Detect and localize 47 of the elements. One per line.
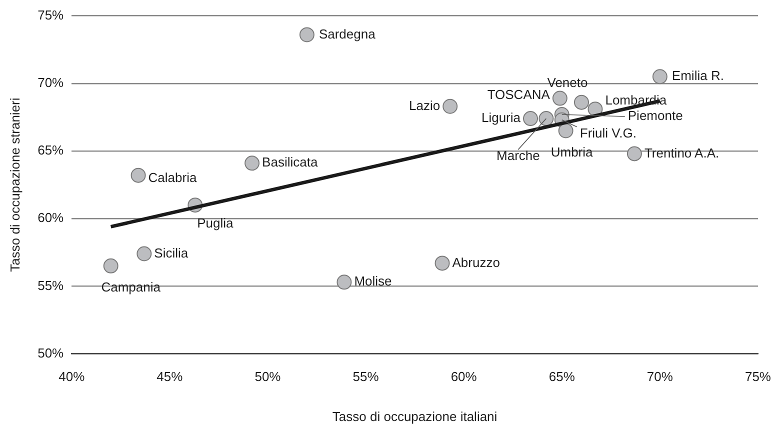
point (103, 258, 118, 274)
point (523, 111, 538, 126)
point (552, 90, 568, 106)
annotation: Trentino A.A. (644, 145, 720, 160)
annotation: Lazio (409, 98, 440, 113)
annotation: Sicilia (154, 245, 189, 260)
point (574, 94, 589, 110)
point (299, 27, 314, 42)
y-tick-label: 55% (38, 278, 64, 293)
annotation: Friuli V.G. (580, 125, 636, 140)
x-tick-label: 75% (744, 369, 772, 384)
annotation: Campania (101, 280, 162, 294)
x-tick-label: 40% (58, 369, 86, 384)
annotation: Emilia R. (672, 68, 724, 84)
x-tick-label: 70% (646, 369, 674, 384)
x-tick-label: 65% (548, 369, 576, 384)
annotation: Umbria (550, 144, 594, 160)
y-tick-label: 50% (38, 345, 64, 360)
point (626, 146, 642, 162)
point (558, 123, 574, 138)
annotation: Abruzzo (452, 254, 500, 270)
y-tick-label: 60% (38, 210, 64, 226)
point (434, 256, 450, 271)
point (652, 69, 668, 84)
annotation: Basilicata (262, 154, 318, 170)
y-tick-label: 65% (38, 142, 64, 158)
point (336, 274, 352, 290)
annotation: Puglia (197, 216, 234, 231)
x-tick-label: 60% (450, 369, 478, 384)
x-tick-label: 50% (254, 369, 282, 384)
x-tick-label: 55% (352, 369, 380, 384)
x-tick-label: 45% (156, 369, 184, 384)
annotation: Calabria (148, 170, 198, 185)
point (244, 156, 260, 171)
annotation: Piemonte (628, 108, 683, 124)
point (136, 246, 152, 262)
y-tick-label: 70% (38, 74, 64, 90)
point (442, 98, 458, 114)
annotation: Molise (354, 274, 392, 289)
annotation: Sardegna (318, 26, 376, 42)
annotation: Liguria (481, 110, 522, 126)
x-axis-title: Tasso di occupazione italiani (332, 408, 498, 424)
y-tick-label: 75% (38, 7, 64, 22)
annotation: Marche (496, 148, 540, 164)
point (130, 168, 146, 183)
y-axis-title: Tasso di occupazione stranieri (7, 98, 22, 272)
point (538, 111, 554, 126)
